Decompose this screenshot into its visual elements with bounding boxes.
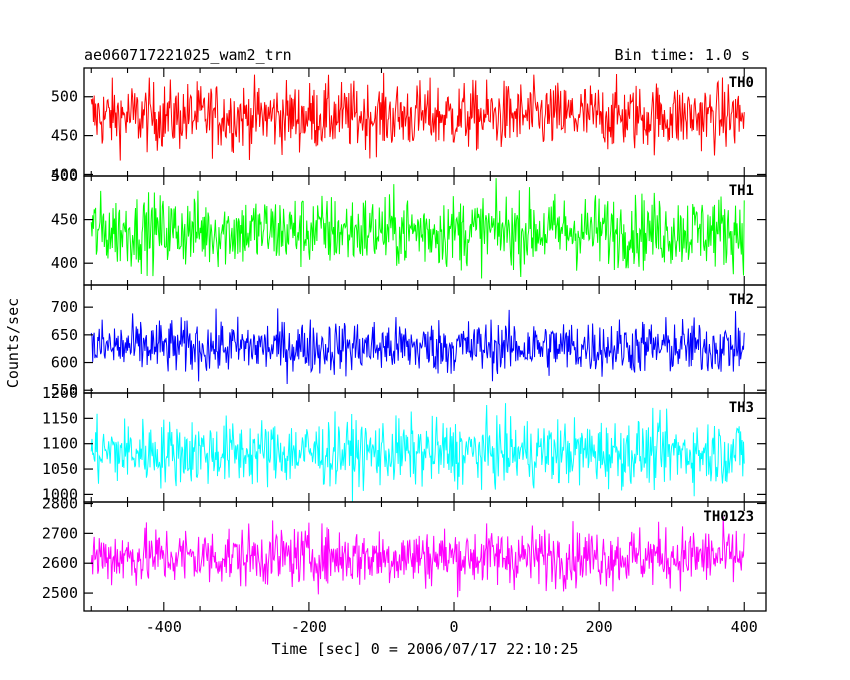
y-tick-label-th2-600: 600 (51, 354, 78, 372)
panel-label-th1: TH1 (729, 183, 754, 199)
panel-th3: 1000 1050 1100 1150 1200 TH3 (42, 384, 767, 503)
y-tick-label-th3-1000: 1000 (42, 485, 78, 503)
y-tick-label-th2-700: 700 (51, 298, 78, 316)
x-tick-label--400: -400 (146, 618, 182, 636)
y-tick-label-th0-500: 500 (51, 88, 78, 106)
y-tick-label-th3-1200: 1200 (42, 384, 78, 402)
y-tick-label-th1-400: 400 (51, 254, 78, 272)
y-tick-label-th3-1100: 1100 (42, 435, 78, 453)
panel-label-th2: TH2 (729, 292, 754, 308)
y-tick-label-th0-450: 450 (51, 127, 78, 145)
y-tick-label-th2-550: 550 (51, 381, 78, 399)
panel-frame-th0123 (83, 501, 767, 612)
series-line-th2 (90, 308, 745, 385)
bin-time-label: Bin time: 1.0 s (615, 46, 750, 64)
y-tick-label-th0123-2800: 2800 (42, 494, 78, 512)
x-tick-label-400: 400 (731, 618, 758, 636)
series-line-th0123 (90, 516, 745, 598)
panel-th0123: 2500 2600 2700 2800 TH0123 (42, 494, 767, 612)
x-axis-label: Time [sec] 0 = 2006/07/17 22:10:25 (271, 640, 578, 658)
y-tick-label-th0-400: 400 (51, 165, 78, 183)
y-axis-label: Counts/sec (4, 298, 22, 388)
y-tick-label-th0123-2500: 2500 (42, 584, 78, 602)
y-tick-label-th1-500: 500 (51, 167, 78, 185)
y-tick-label-th3-1150: 1150 (42, 409, 78, 427)
panel-label-th0: TH0 (729, 75, 754, 91)
panel-th2: 550 600 650 700 TH2 (51, 284, 767, 399)
chart-title: ae060717221025_wam2_trn (84, 46, 292, 64)
x-tick-label-0: 0 (450, 618, 459, 636)
y-tick-label-th3-1050: 1050 (42, 460, 78, 478)
panels-group: 400 450 500 TH0 400 450 500 TH1 550 600 650 700 TH2 1… (42, 67, 767, 636)
series-line-th1 (90, 178, 745, 279)
panel-th1: 400 450 500 TH1 (51, 167, 767, 286)
series-line-th3 (90, 403, 745, 502)
y-tick-label-th1-450: 450 (51, 211, 78, 229)
x-tick-label-200: 200 (586, 618, 613, 636)
y-tick-label-th0123-2600: 2600 (42, 554, 78, 572)
y-tick-label-th0123-2700: 2700 (42, 524, 78, 542)
panel-label-th3: TH3 (729, 400, 754, 416)
panel-th0: 400 450 500 TH0 (51, 67, 767, 183)
panel-label-th0123: TH0123 (703, 509, 754, 525)
y-tick-label-th2-650: 650 (51, 326, 78, 344)
x-tick-label--200: -200 (291, 618, 327, 636)
series-line-th0 (90, 72, 745, 161)
